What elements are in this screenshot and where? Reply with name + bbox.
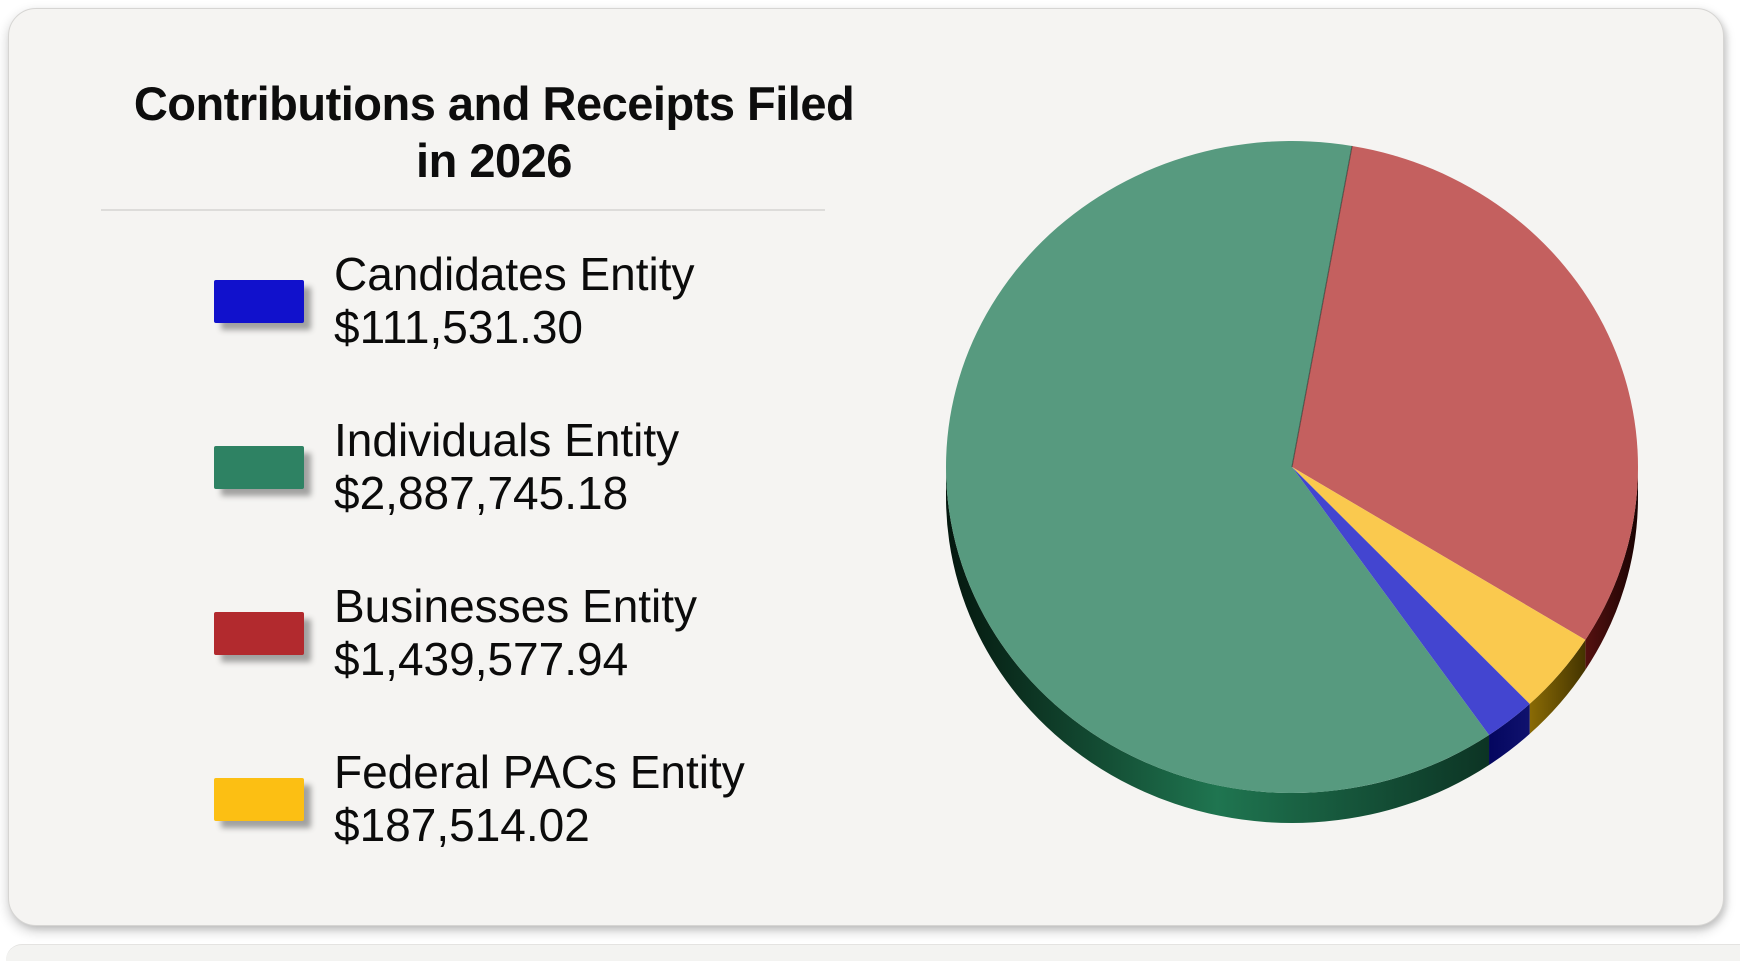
pie-slice-side-candidates-entity bbox=[1489, 703, 1530, 765]
pie-slice-side-businesses-entity bbox=[1585, 467, 1638, 670]
legend-value: $111,531.30 bbox=[334, 301, 583, 353]
legend-label: Candidates Entity bbox=[334, 248, 695, 300]
legend-item-candidates: Candidates Entity $111,531.30 bbox=[214, 218, 745, 384]
legend-swatch-individuals bbox=[214, 445, 304, 489]
legend-item-federal-pacs: Federal PACs Entity $187,514.02 bbox=[214, 716, 745, 882]
pie-slice-side-federal-pacs-entity bbox=[1529, 639, 1586, 734]
pie-slice-federal-pacs-entity[interactable] bbox=[1292, 467, 1586, 704]
legend-swatch-federal-pacs bbox=[214, 777, 304, 821]
chart-title-line1: Contributions and Receipts Filed bbox=[133, 77, 855, 130]
legend-label: Individuals Entity bbox=[334, 414, 680, 466]
legend-value: $1,439,577.94 bbox=[334, 633, 629, 685]
pie-slice-boundary bbox=[1291, 145, 1353, 468]
pie-slice-candidates-entity[interactable] bbox=[1292, 467, 1530, 735]
title-divider bbox=[101, 209, 825, 211]
lower-panel-edge bbox=[6, 944, 1740, 961]
chart-title-line2: in 2026 bbox=[416, 134, 572, 187]
legend-item-businesses: Businesses Entity $1,439,577.94 bbox=[214, 550, 745, 716]
chart-card: Contributions and Receipts Filed in 2026… bbox=[8, 8, 1724, 926]
legend-label: Federal PACs Entity bbox=[334, 746, 745, 798]
legend-swatch-businesses bbox=[214, 611, 304, 655]
legend-value: $2,887,745.18 bbox=[334, 467, 629, 519]
chart-legend: Candidates Entity $111,531.30 Individual… bbox=[214, 218, 745, 882]
pie-slice-individuals-entity[interactable] bbox=[946, 140, 1490, 793]
pie-chart[interactable] bbox=[889, 99, 1689, 844]
legend-swatch-candidates bbox=[214, 279, 304, 323]
pie-chart-area bbox=[889, 99, 1689, 844]
chart-title: Contributions and Receipts Filed in 2026 bbox=[104, 75, 884, 189]
pie-slice-businesses-entity[interactable] bbox=[1292, 145, 1639, 640]
pie-slice-side-individuals-entity bbox=[946, 467, 1490, 824]
legend-value: $187,514.02 bbox=[334, 799, 590, 851]
legend-label: Businesses Entity bbox=[334, 580, 698, 632]
legend-item-individuals: Individuals Entity $2,887,745.18 bbox=[214, 384, 745, 550]
